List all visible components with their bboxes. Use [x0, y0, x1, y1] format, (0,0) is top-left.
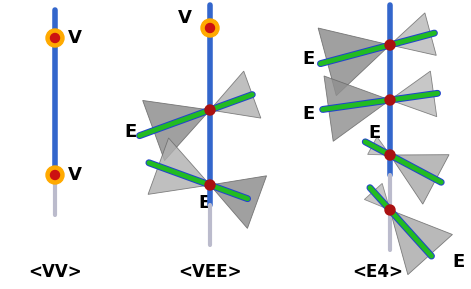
Text: <VV>: <VV> — [28, 263, 82, 281]
Text: V: V — [178, 9, 192, 27]
Circle shape — [46, 166, 64, 184]
Circle shape — [385, 95, 395, 105]
Text: V: V — [68, 166, 82, 184]
Polygon shape — [210, 176, 267, 228]
Polygon shape — [143, 101, 210, 161]
Text: E: E — [124, 123, 136, 141]
Circle shape — [205, 180, 215, 190]
Polygon shape — [318, 28, 390, 96]
Circle shape — [385, 40, 395, 50]
Circle shape — [46, 29, 64, 47]
Circle shape — [201, 19, 219, 37]
Polygon shape — [368, 137, 390, 155]
Text: <E4>: <E4> — [352, 263, 404, 281]
Polygon shape — [390, 210, 453, 275]
Circle shape — [385, 150, 395, 160]
Polygon shape — [210, 71, 261, 118]
Text: E: E — [302, 105, 314, 123]
Text: E: E — [452, 253, 464, 271]
Polygon shape — [390, 155, 449, 204]
Polygon shape — [390, 71, 437, 117]
Polygon shape — [390, 13, 436, 55]
Text: E: E — [368, 124, 380, 142]
Circle shape — [205, 105, 215, 115]
Circle shape — [50, 171, 59, 179]
Polygon shape — [324, 76, 390, 141]
Text: V: V — [68, 29, 82, 47]
Circle shape — [50, 34, 59, 42]
Text: E: E — [198, 194, 210, 212]
Text: <VEE>: <VEE> — [178, 263, 242, 281]
Polygon shape — [148, 138, 210, 194]
Circle shape — [205, 23, 214, 32]
Text: E: E — [302, 50, 314, 68]
Circle shape — [385, 205, 395, 215]
Polygon shape — [365, 184, 390, 210]
